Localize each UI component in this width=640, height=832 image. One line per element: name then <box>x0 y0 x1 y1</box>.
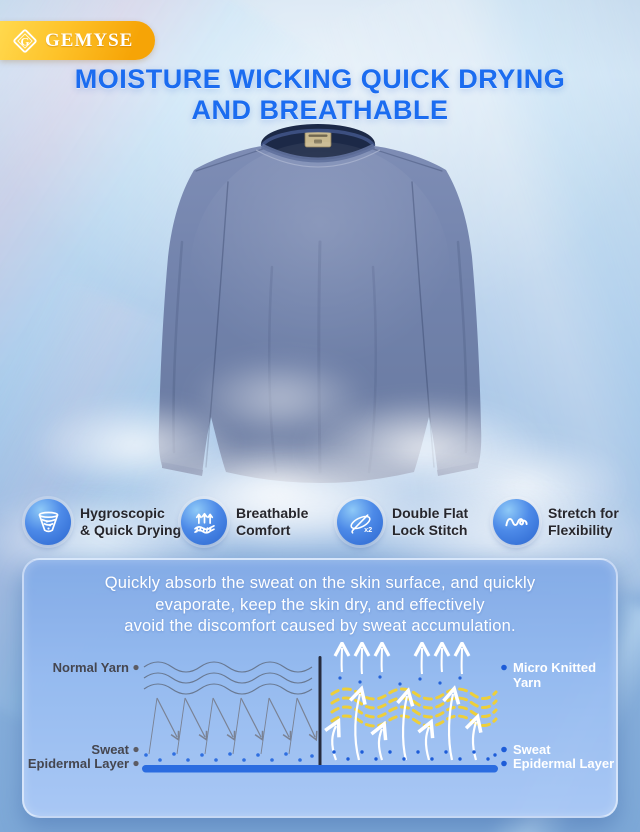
stitch-x2-badge: x2 <box>364 525 372 534</box>
left-label-dots <box>133 664 139 767</box>
right-label-dots <box>501 664 507 767</box>
shirt-product-photo <box>158 124 482 483</box>
feature-label: Hygroscopic & Quick Drying <box>80 505 181 539</box>
description-line2: evaporate, keep the skin dry, and effect… <box>155 595 485 614</box>
description-line1: Quickly absorb the sweat on the skin sur… <box>104 574 536 592</box>
collar-rim <box>260 128 376 147</box>
feature-label-line2: Flexibility <box>548 522 613 538</box>
sweat-drops-left <box>144 752 314 762</box>
label-epidermal-right: Epidermal Layer <box>513 756 614 771</box>
breathe-arrows-icon <box>181 499 227 545</box>
info-panel: Quickly absorb the sweat on the skin sur… <box>22 558 618 818</box>
feature-hygroscopic: Hygroscopic & Quick Drying <box>25 499 181 545</box>
logo-letter: G <box>21 36 30 48</box>
diagram-divider <box>318 656 322 772</box>
label-epidermal-left: Epidermal Layer <box>28 756 129 771</box>
headline: MOISTURE WICKING QUICK DRYING AND BREATH… <box>0 64 640 126</box>
feature-label-line2: & Quick Drying <box>80 522 182 538</box>
feature-label-line1: Stretch for <box>548 505 619 521</box>
sweat-drops-right <box>332 750 497 761</box>
feature-label-line1: Breathable <box>236 505 309 521</box>
sweat-trapped-arrows <box>148 697 318 755</box>
funnel-absorb-icon <box>25 499 71 545</box>
feature-label-line1: Hygroscopic <box>80 505 165 521</box>
feature-lock-stitch: x2 Double Flat Lock Stitch <box>337 499 468 545</box>
feature-label: Breathable Comfort <box>236 505 308 539</box>
label-sweat-left: Sweat <box>91 742 129 757</box>
brand-diamond-icon: G <box>13 28 37 53</box>
description-line3: avoid the discomfort caused by sweat acc… <box>124 617 516 635</box>
feature-label: Stretch for Flexibility <box>548 505 619 539</box>
neck-stitch-line <box>255 149 381 168</box>
feature-stretch: Stretch for Flexibility <box>493 499 619 545</box>
evaporate-arrows-top <box>342 648 462 675</box>
wicking-arrows-up <box>332 694 476 761</box>
stretch-wave-icon <box>493 499 539 545</box>
label-sweat-right: Sweat <box>513 742 551 757</box>
feature-label-line1: Double Flat <box>392 505 469 521</box>
feature-label-line2: Comfort <box>236 522 291 538</box>
label-micro-knitted: Micro Knitted <box>513 660 596 675</box>
features-row: Hygroscopic & Quick Drying Breathable Co… <box>0 499 640 549</box>
label-micro-knitted-2: Yarn <box>513 675 541 690</box>
feature-label-line2: Lock Stitch <box>392 522 468 538</box>
headline-line2: AND BREATHABLE <box>191 95 449 125</box>
label-normal-yarn: Normal Yarn <box>53 660 129 675</box>
stitch-needle-icon: x2 <box>337 499 383 545</box>
epidermal-layer-bar <box>142 765 498 773</box>
feature-label: Double Flat Lock Stitch <box>392 505 468 539</box>
vapor-dots <box>338 675 462 686</box>
description-paragraph: Quickly absorb the sweat on the skin sur… <box>24 560 616 638</box>
left-labels: Normal Yarn Sweat Epidermal Layer <box>28 660 130 771</box>
brand-logo-badge: G GEMYSE <box>0 21 156 60</box>
right-labels: Micro Knitted Yarn Sweat Epidermal Layer <box>513 660 614 771</box>
feature-breathable: Breathable Comfort <box>181 499 308 545</box>
normal-yarn-waves <box>143 661 313 695</box>
brand-name: GEMYSE <box>45 29 134 51</box>
moisture-diagram: Normal Yarn Sweat Epidermal Layer Micro … <box>28 642 614 773</box>
headline-line1: MOISTURE WICKING QUICK DRYING <box>74 64 566 94</box>
